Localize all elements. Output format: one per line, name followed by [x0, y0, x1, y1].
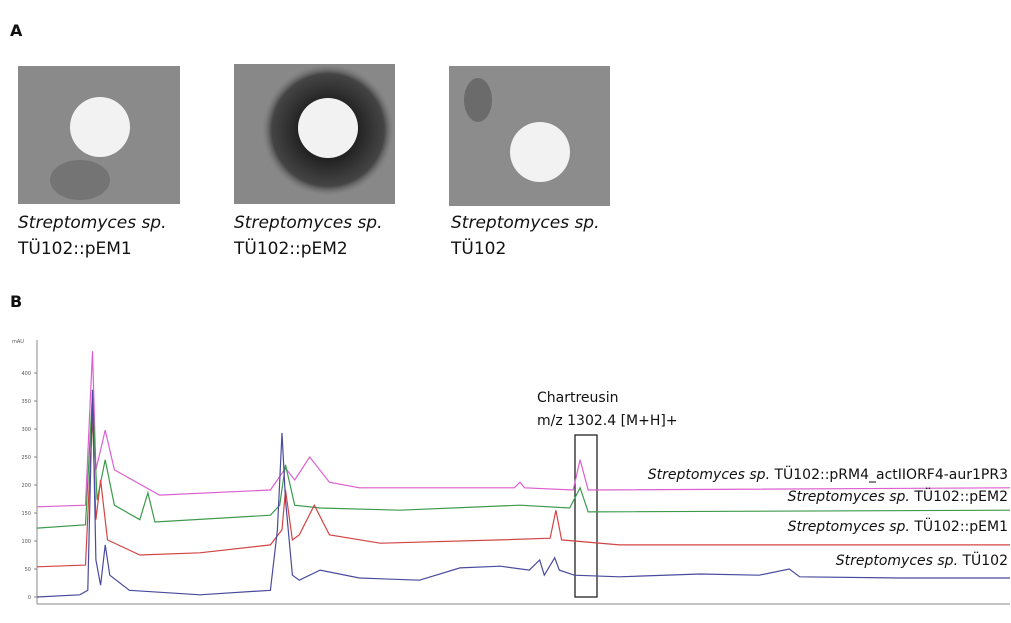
trace — [37, 393, 1010, 528]
disc — [510, 122, 570, 182]
trace-label: Streptomyces sp. TÜ102::pEM1 — [788, 517, 1008, 535]
y-tick-label: 400 — [21, 371, 31, 377]
peak-box — [575, 435, 597, 597]
y-tick-label: 250 — [21, 455, 31, 461]
species: Streptomyces sp. — [836, 553, 958, 569]
page: A B mAU Chartreusin m/z 1302.4 [M+H]+ St… — [0, 0, 1011, 623]
figure: A B mAU Chartreusin m/z 1302.4 [M+H]+ St… — [0, 0, 1011, 619]
y-axis-label: mAU — [12, 339, 24, 345]
y-tick-label: 100 — [21, 539, 31, 545]
y-tick-label: 0 — [28, 595, 31, 601]
strain: TÜ102 — [961, 551, 1008, 569]
disc — [298, 98, 358, 158]
panel-label: B — [10, 292, 22, 311]
trace — [37, 351, 1010, 507]
y-tick-label: 50 — [25, 567, 31, 573]
caption-species: Streptomyces sp. — [18, 213, 167, 233]
shadow — [50, 160, 110, 200]
y-tick-label: 150 — [21, 511, 31, 517]
caption-strain: TÜ102::pEM1 — [17, 237, 132, 259]
panel-label: A — [10, 21, 23, 40]
caption-species: Streptomyces sp. — [234, 213, 383, 233]
strain: TÜ102::pEM1 — [913, 517, 1008, 535]
y-tick-label: 300 — [21, 427, 31, 433]
trace-label: Streptomyces sp. TÜ102::pEM2 — [788, 487, 1008, 505]
caption-strain: TÜ102 — [450, 237, 506, 259]
species: Streptomyces sp. — [788, 519, 910, 535]
strain: TÜ102::pRM4_actIIORF4-aur1PR3 — [773, 465, 1008, 483]
trace-label: Streptomyces sp. TÜ102 — [836, 551, 1008, 569]
caption-strain: TÜ102::pEM2 — [233, 237, 348, 259]
y-tick-label: 200 — [21, 483, 31, 489]
disc — [70, 97, 130, 157]
annotation-title: Chartreusin — [537, 390, 618, 406]
caption-species: Streptomyces sp. — [451, 213, 600, 233]
species: Streptomyces sp. — [648, 467, 770, 483]
shadow — [464, 78, 492, 122]
annotation-text: m/z 1302.4 [M+H]+ — [537, 413, 678, 429]
strain: TÜ102::pEM2 — [913, 487, 1008, 505]
species: Streptomyces sp. — [788, 489, 910, 505]
y-tick-label: 350 — [21, 399, 31, 405]
trace-label: Streptomyces sp. TÜ102::pRM4_actIIORF4-a… — [648, 465, 1008, 483]
